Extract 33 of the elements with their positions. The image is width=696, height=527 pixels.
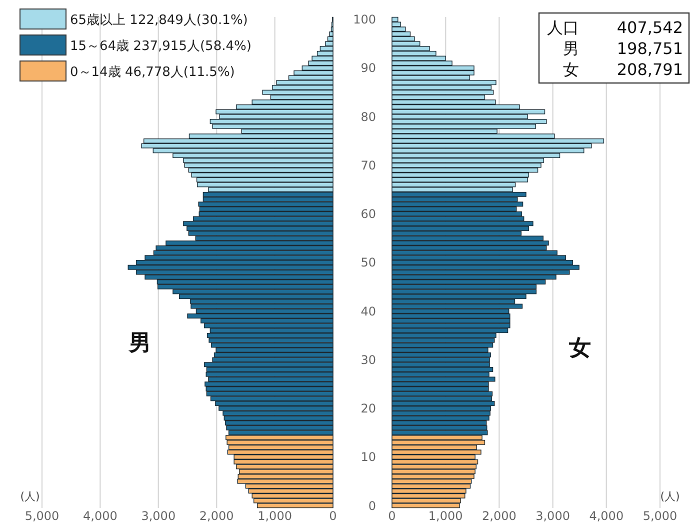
x-tick-label: 4,000 [589,509,624,523]
y-tick-label: 70 [360,158,376,172]
x-tick-label: 1,000 [258,509,292,523]
x-axis-title: (人) [20,490,40,503]
y-tick-label: 90 [360,61,376,76]
text: 女 [568,336,591,361]
y-tick-label: 30 [360,352,376,367]
x-tick-label: 3,000 [536,509,570,523]
x-tick-label: 5,000 [642,509,678,523]
text: 男 198,751 [563,39,683,58]
x-tick-label: 4,000 [83,509,118,523]
text: 男 [128,331,151,356]
legend-label: 15～64歳 237,915人(58.4%) [70,39,252,54]
y-tick-label: 60 [360,207,376,222]
y-tick-label: 20 [360,402,376,416]
y-tick-label: 50 [360,256,376,270]
x-tick-label: 2,000 [482,509,516,523]
y-tick-label: 40 [360,304,376,318]
x-tick-label: 0 [329,509,337,523]
text: 女 208,791 [563,60,683,79]
x-tick-label: 0 [388,509,396,523]
y-tick-label: 100 [353,12,376,27]
y-tick-label: 10 [360,450,376,464]
x-tick-label: 1,000 [428,509,463,523]
x-axis-title: (人) [660,490,680,503]
legend-label: 0～14歳 46,778人(11.5%) [70,65,235,80]
y-tick-label: 0 [368,498,376,513]
x-tick-label: 3,000 [141,509,176,523]
y-tick-label: 80 [360,110,376,124]
x-tick-label: 5,000 [24,509,60,523]
x-tick-label: 2,000 [199,509,234,523]
legend-label: 65歳以上 122,849人(30.1%) [70,13,248,28]
text: 人口 407,542 [547,18,683,37]
